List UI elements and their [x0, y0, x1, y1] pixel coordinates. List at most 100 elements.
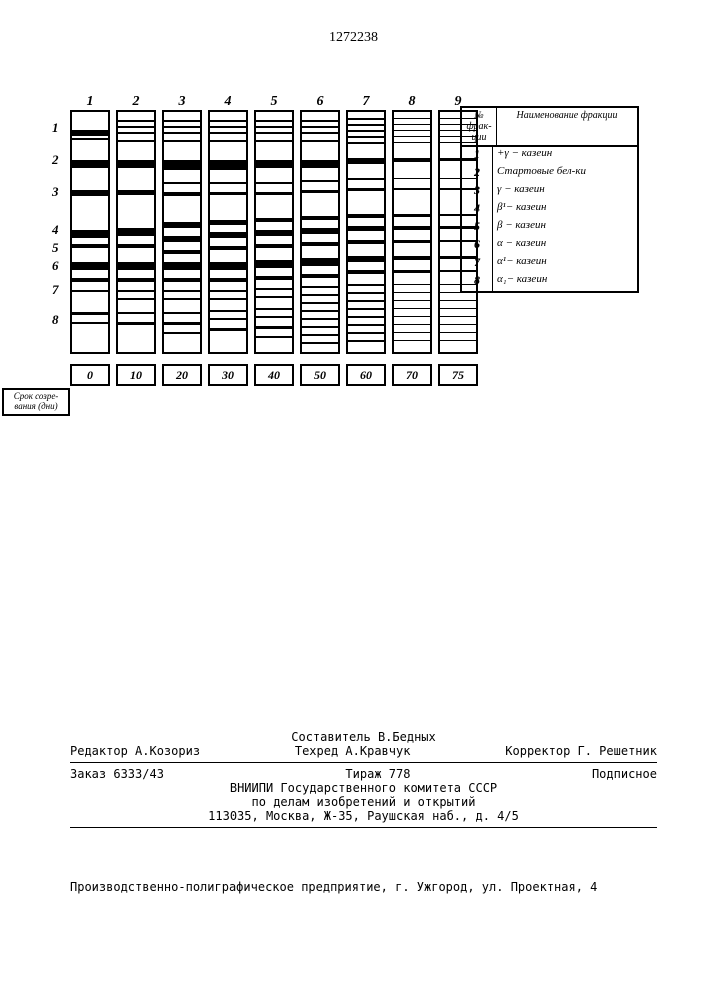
band	[394, 226, 430, 230]
band	[348, 124, 384, 126]
band	[210, 182, 246, 184]
band	[210, 290, 246, 292]
band	[256, 160, 292, 168]
lane: 8	[392, 110, 432, 354]
band	[394, 270, 430, 273]
band	[302, 140, 338, 142]
band	[72, 322, 108, 324]
techred: Техред А.Кравчук	[295, 744, 411, 758]
band	[348, 178, 384, 180]
band	[440, 332, 476, 333]
band	[118, 140, 154, 142]
band	[164, 332, 200, 334]
page-number: 1272238	[329, 30, 378, 46]
band	[72, 130, 108, 136]
band	[440, 316, 476, 317]
band	[72, 190, 108, 196]
band	[164, 262, 200, 270]
band	[210, 328, 246, 331]
time-cell: 60	[346, 364, 386, 386]
band	[302, 190, 338, 193]
editor: Редактор А.Козориз	[70, 744, 200, 758]
band	[302, 216, 338, 220]
band	[210, 246, 246, 250]
addr-line: 113035, Москва, Ж-35, Раушская наб., д. …	[70, 809, 657, 823]
legend-row: 5β − казеин	[462, 219, 637, 237]
band	[164, 192, 200, 196]
order-num: Заказ 6333/43	[70, 767, 164, 781]
band	[256, 316, 292, 318]
band	[348, 158, 384, 164]
band	[394, 316, 430, 317]
band	[164, 322, 200, 325]
time-cell: 50	[300, 364, 340, 386]
lane: 2	[116, 110, 156, 354]
staff-line: Редактор А.Козориз Техред А.Кравчук Корр…	[70, 744, 657, 758]
band	[440, 340, 476, 341]
org-line-2: по делам изобретений и открытий	[70, 795, 657, 809]
divider	[70, 762, 657, 763]
band	[302, 318, 338, 320]
corrector: Корректор Г. Решетник	[505, 744, 657, 758]
footer-block: Составитель В.Бедных Редактор А.Козориз …	[70, 730, 657, 832]
band	[72, 290, 108, 292]
electrophoresis-figure: 12345678 123456789 01020304050607075 Сро…	[70, 110, 650, 386]
band	[302, 310, 338, 312]
band	[72, 262, 108, 270]
band	[394, 214, 430, 217]
legend-name: +γ − казеин	[493, 147, 637, 165]
band	[302, 126, 338, 128]
lane-number: 1	[87, 94, 94, 110]
band	[118, 298, 154, 300]
band	[302, 274, 338, 278]
legend-name: γ − казеин	[493, 183, 637, 201]
band	[302, 132, 338, 134]
composer-line: Составитель В.Бедных	[70, 730, 657, 744]
time-cell: 10	[116, 364, 156, 386]
band	[394, 136, 430, 137]
band	[394, 158, 430, 162]
tirazh: Тираж 778	[345, 767, 410, 781]
band	[394, 118, 430, 119]
band	[118, 244, 154, 248]
band	[348, 226, 384, 231]
band	[348, 324, 384, 326]
band	[118, 126, 154, 128]
band	[210, 140, 246, 142]
legend-head-col2: Наименование фракции	[497, 108, 637, 145]
band	[440, 324, 476, 325]
lane-number: 2	[133, 94, 140, 110]
band	[440, 300, 476, 301]
band	[302, 120, 338, 122]
band	[210, 298, 246, 300]
band	[164, 278, 200, 282]
legend-name: α¹− казеин	[493, 255, 637, 273]
band	[394, 300, 430, 301]
legend-header: № фрак-ции Наименование фракции	[462, 108, 637, 147]
legend-num: 8	[462, 273, 493, 291]
row-label: 6	[52, 258, 59, 274]
legend-num: 4	[462, 201, 493, 219]
lane-number: 5	[271, 94, 278, 110]
band	[256, 132, 292, 134]
lane: 7	[346, 110, 386, 354]
time-cell: 0	[70, 364, 110, 386]
band	[394, 308, 430, 309]
band	[118, 262, 154, 270]
lane: 6	[300, 110, 340, 354]
time-cell: 40	[254, 364, 294, 386]
legend-num: 2	[462, 165, 493, 183]
band	[440, 308, 476, 309]
time-cell: 30	[208, 364, 248, 386]
legend-num: 5	[462, 219, 493, 237]
band	[348, 332, 384, 334]
legend-num: 7	[462, 255, 493, 273]
band	[302, 302, 338, 304]
divider	[70, 827, 657, 828]
legend-table: № фрак-ции Наименование фракции 1+γ − ка…	[460, 106, 639, 293]
lane-number: 3	[179, 94, 186, 110]
band	[118, 278, 154, 282]
band	[302, 242, 338, 246]
legend-row: 2Стартовые бел-ки	[462, 165, 637, 183]
legend-name: α − казеин	[493, 237, 637, 255]
